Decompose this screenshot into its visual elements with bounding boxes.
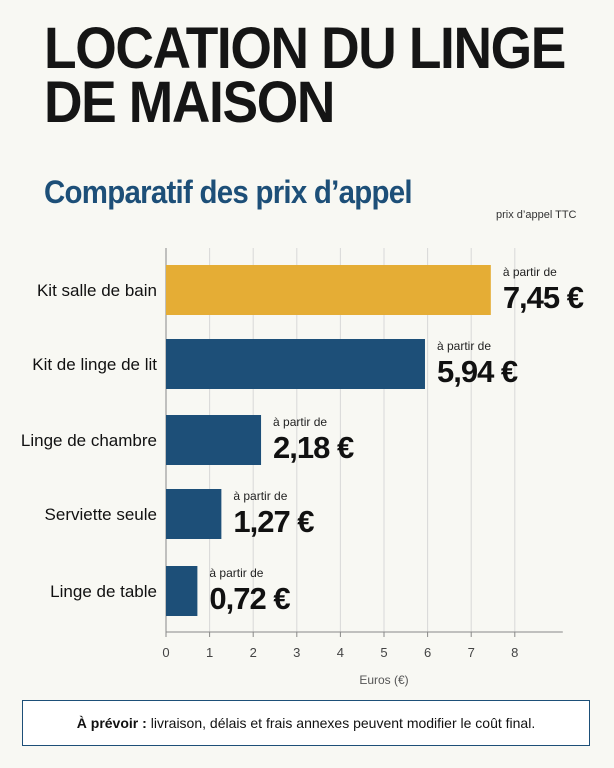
value-prefix: à partir de — [233, 489, 287, 503]
x-axis-label: Euros (€) — [359, 673, 408, 687]
x-tick-label: 8 — [511, 645, 518, 660]
x-tick-label: 4 — [337, 645, 344, 660]
title-line-2: DE MAISON — [44, 70, 335, 135]
bar — [166, 566, 198, 616]
x-tick-label: 2 — [250, 645, 257, 660]
value-prefix: à partir de — [503, 265, 557, 279]
value-label: 5,94 € — [437, 354, 518, 389]
value-label: 0,72 € — [209, 581, 290, 616]
footer-notice: À prévoir : livraison, délais et frais a… — [22, 700, 590, 746]
page-title: LOCATION DU LINGE DE MAISON — [44, 20, 566, 132]
x-tick-label: 5 — [380, 645, 387, 660]
x-tick-label: 0 — [162, 645, 169, 660]
category-label: Kit de linge de lit — [32, 355, 157, 374]
category-label: Kit salle de bain — [37, 281, 157, 300]
category-label: Linge de table — [50, 582, 157, 601]
value-prefix: à partir de — [437, 339, 491, 353]
footer-label: À prévoir : — [76, 715, 147, 731]
category-label: Serviette seule — [45, 505, 157, 524]
x-tick-label: 6 — [424, 645, 431, 660]
bar — [166, 489, 222, 539]
x-tick-label: 3 — [293, 645, 300, 660]
value-label: 7,45 € — [503, 280, 584, 315]
value-label: 2,18 € — [273, 430, 354, 465]
footer-text: livraison, délais et frais annexes peuve… — [150, 715, 536, 731]
value-label: 1,27 € — [233, 504, 314, 539]
bar — [166, 339, 425, 389]
page-subtitle: Comparatif des prix d’appel — [44, 174, 413, 210]
bar — [166, 265, 491, 315]
value-prefix: à partir de — [209, 566, 263, 580]
bar-chart: 0 1 2 3 4 5 6 7 8 Euros (€) Kit salle de bain à par… — [21, 248, 585, 687]
value-prefix: à partir de — [273, 415, 327, 429]
price-note: prix d’appel TTC — [496, 209, 577, 221]
x-tick-label: 7 — [468, 645, 475, 660]
x-tick-label: 1 — [206, 645, 213, 660]
category-label: Linge de chambre — [21, 431, 157, 450]
title-line-1: LOCATION DU LINGE — [44, 16, 566, 81]
bar — [166, 415, 262, 465]
